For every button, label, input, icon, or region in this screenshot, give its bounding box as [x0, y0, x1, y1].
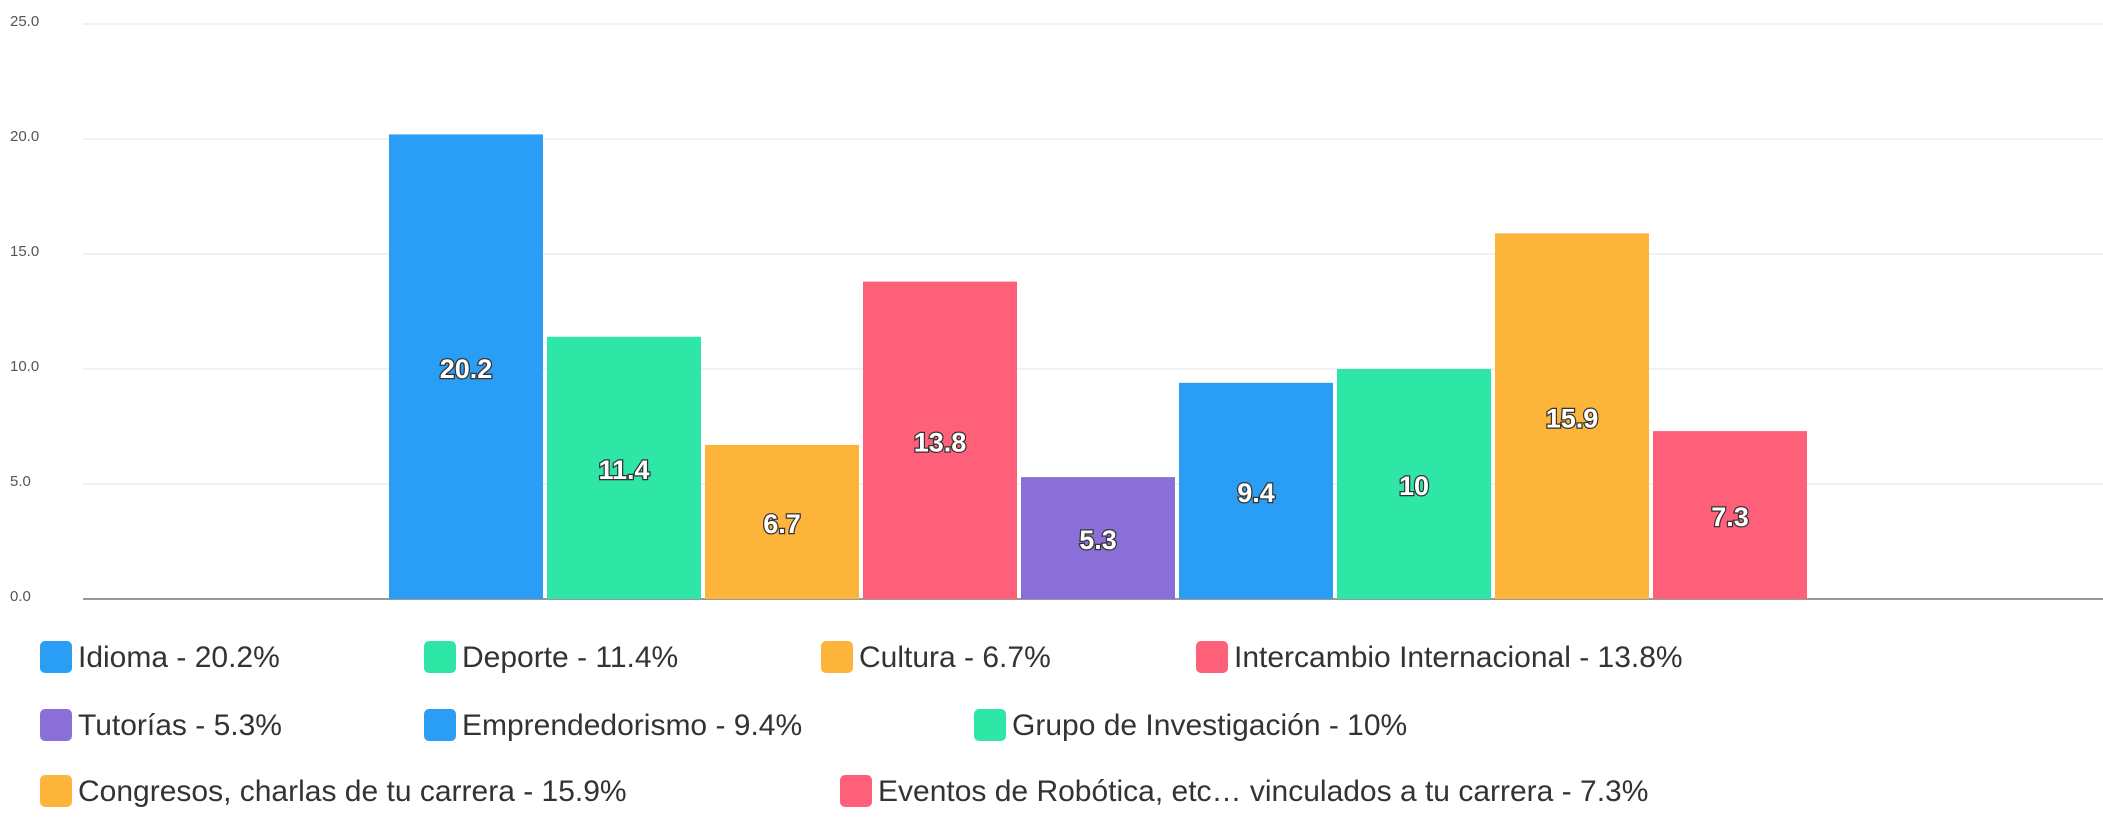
legend-swatch	[1196, 641, 1228, 673]
data-label: 10	[1399, 471, 1429, 501]
legend-label: Eventos de Robótica, etc… vinculados a t…	[878, 775, 1648, 808]
legend-label: Tutorías - 5.3%	[78, 709, 282, 742]
data-label: 9.4	[1237, 478, 1275, 508]
legend-swatch	[424, 709, 456, 741]
data-label: 7.3	[1711, 502, 1749, 532]
bar	[863, 281, 1017, 599]
data-label: 6.7	[763, 509, 801, 539]
data-label: 20.2	[440, 354, 493, 384]
bar	[1021, 477, 1175, 599]
legend-swatch	[40, 641, 72, 673]
y-tick-label: 15.0	[10, 243, 39, 260]
data-label: 13.8	[914, 427, 967, 457]
legend-label: Deporte - 11.4%	[462, 641, 678, 674]
legend-label: Grupo de Investigación - 10%	[1012, 709, 1407, 742]
data-label: 15.9	[1546, 403, 1599, 433]
data-label: 11.4	[598, 455, 649, 485]
legend-swatch	[40, 709, 72, 741]
y-tick-label: 0.0	[10, 588, 31, 605]
bar	[1495, 233, 1649, 600]
legend-swatch	[821, 641, 853, 673]
legend-label: Congresos, charlas de tu carrera - 15.9%	[78, 775, 627, 808]
bar	[1179, 382, 1333, 599]
bar	[1653, 431, 1807, 599]
data-label: 5.3	[1079, 525, 1117, 555]
bar	[705, 444, 859, 599]
legend-swatch	[424, 641, 456, 673]
bar	[389, 134, 543, 599]
legend-swatch	[840, 775, 872, 807]
y-tick-label: 10.0	[10, 358, 39, 375]
legend-label: Intercambio Internacional - 13.8%	[1234, 641, 1683, 674]
legend-swatch	[40, 775, 72, 807]
y-tick-label: 5.0	[10, 473, 31, 490]
legend-label: Emprendedorismo - 9.4%	[462, 709, 802, 742]
y-tick-label: 25.0	[10, 13, 39, 30]
legend-label: Idioma - 20.2%	[78, 641, 280, 674]
bar	[547, 336, 701, 599]
legend-swatch	[974, 709, 1006, 741]
legend-label: Cultura - 6.7%	[859, 641, 1051, 674]
bar	[1337, 369, 1491, 599]
y-tick-label: 20.0	[10, 128, 39, 145]
